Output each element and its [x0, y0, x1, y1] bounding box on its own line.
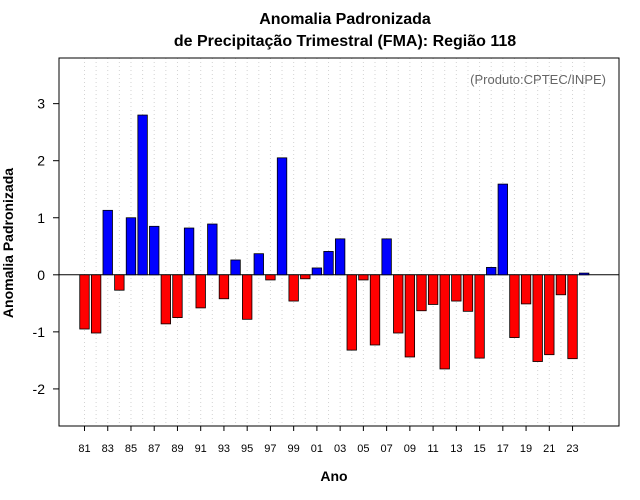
bar-94 — [230, 259, 241, 276]
bar-15 — [474, 274, 485, 359]
bar-08 — [393, 274, 404, 334]
bar-19 — [520, 274, 532, 305]
x-tick-label-21: 21 — [543, 443, 555, 455]
chart-subtitle: de Precipitação Trimestral (FMA): Região… — [174, 33, 516, 50]
bar-98 — [276, 157, 288, 276]
bar-12 — [439, 274, 450, 370]
bar-02 — [323, 251, 334, 276]
bar-89 — [172, 274, 183, 318]
x-axis: 81 83 85 87 89 91 93 95 97 99 01 03 05 07 09 11 13 15 17 19… — [78, 426, 579, 455]
bar-13 — [451, 274, 462, 302]
bar-95 — [242, 274, 253, 320]
x-axis-title: Ano — [320, 468, 347, 484]
bar-05 — [358, 274, 369, 281]
y-axis: -2 -1 0 1 2 3 — [33, 96, 59, 397]
bar-17 — [497, 183, 508, 276]
bar-18 — [509, 274, 520, 338]
x-tick-label-23: 23 — [566, 443, 578, 455]
bar-84 — [114, 274, 125, 291]
y-tick-label-3: 3 — [37, 96, 45, 112]
bar-11 — [427, 274, 439, 305]
bar-93 — [218, 274, 230, 300]
y-axis-title: Anomalia Padronizada — [0, 168, 16, 318]
chart-title: Anomalia Padronizada — [259, 11, 431, 28]
bar-03 — [334, 238, 346, 276]
x-tick-label-85: 85 — [125, 443, 137, 455]
y-tick-label--1: -1 — [33, 324, 46, 340]
x-tick-label-09: 09 — [404, 443, 416, 455]
x-tick-label-07: 07 — [380, 443, 392, 455]
bar-88 — [160, 274, 171, 325]
bar-97 — [265, 274, 276, 281]
bar-21 — [544, 274, 555, 356]
x-tick-label-99: 99 — [288, 443, 300, 455]
bar-04 — [346, 274, 357, 351]
bar-91 — [195, 274, 206, 309]
bar-99 — [288, 274, 299, 302]
grid-lines — [84, 58, 585, 426]
bar-16 — [486, 266, 497, 276]
bar-07 — [381, 238, 392, 276]
bar-85 — [125, 217, 137, 276]
x-tick-label-05: 05 — [357, 443, 369, 455]
x-tick-label-19: 19 — [520, 443, 532, 455]
source-annotation: (Produto:CPTEC/INPE) — [470, 72, 606, 87]
bar-14 — [462, 274, 474, 312]
x-tick-label-17: 17 — [497, 443, 509, 455]
x-tick-label-97: 97 — [264, 443, 276, 455]
bar-87 — [149, 225, 160, 276]
x-tick-label-95: 95 — [241, 443, 253, 455]
x-tick-label-01: 01 — [311, 443, 323, 455]
x-tick-label-13: 13 — [450, 443, 462, 455]
x-tick-label-11: 11 — [427, 443, 438, 455]
x-tick-label-91: 91 — [195, 443, 207, 455]
x-tick-label-81: 81 — [78, 443, 90, 455]
bar-10 — [416, 274, 427, 312]
y-tick-label-1: 1 — [37, 210, 45, 226]
bar-01 — [311, 267, 323, 276]
bar-96 — [253, 253, 264, 276]
y-tick-label-2: 2 — [37, 153, 45, 169]
bar-23 — [567, 274, 578, 360]
x-tick-label-93: 93 — [218, 443, 230, 455]
bar-92 — [207, 223, 218, 276]
x-tick-label-03: 03 — [334, 443, 346, 455]
x-tick-label-87: 87 — [148, 443, 160, 455]
y-tick-label-0: 0 — [37, 267, 45, 283]
bar-06 — [369, 274, 381, 346]
bar-20 — [532, 274, 543, 362]
bar-22 — [555, 274, 567, 296]
bar-09 — [404, 274, 416, 358]
x-tick-label-89: 89 — [171, 443, 183, 455]
bar-24 — [579, 272, 590, 276]
bar-86 — [137, 114, 148, 276]
x-tick-label-15: 15 — [473, 443, 485, 455]
bar-83 — [102, 209, 113, 276]
bar-82 — [90, 274, 102, 334]
bars — [79, 114, 590, 370]
plot-frame — [58, 57, 620, 427]
bar-81 — [79, 274, 90, 330]
y-tick-label--2: -2 — [33, 381, 46, 397]
bar-90 — [183, 227, 195, 276]
bar-00 — [300, 274, 311, 280]
x-tick-label-83: 83 — [102, 443, 114, 455]
